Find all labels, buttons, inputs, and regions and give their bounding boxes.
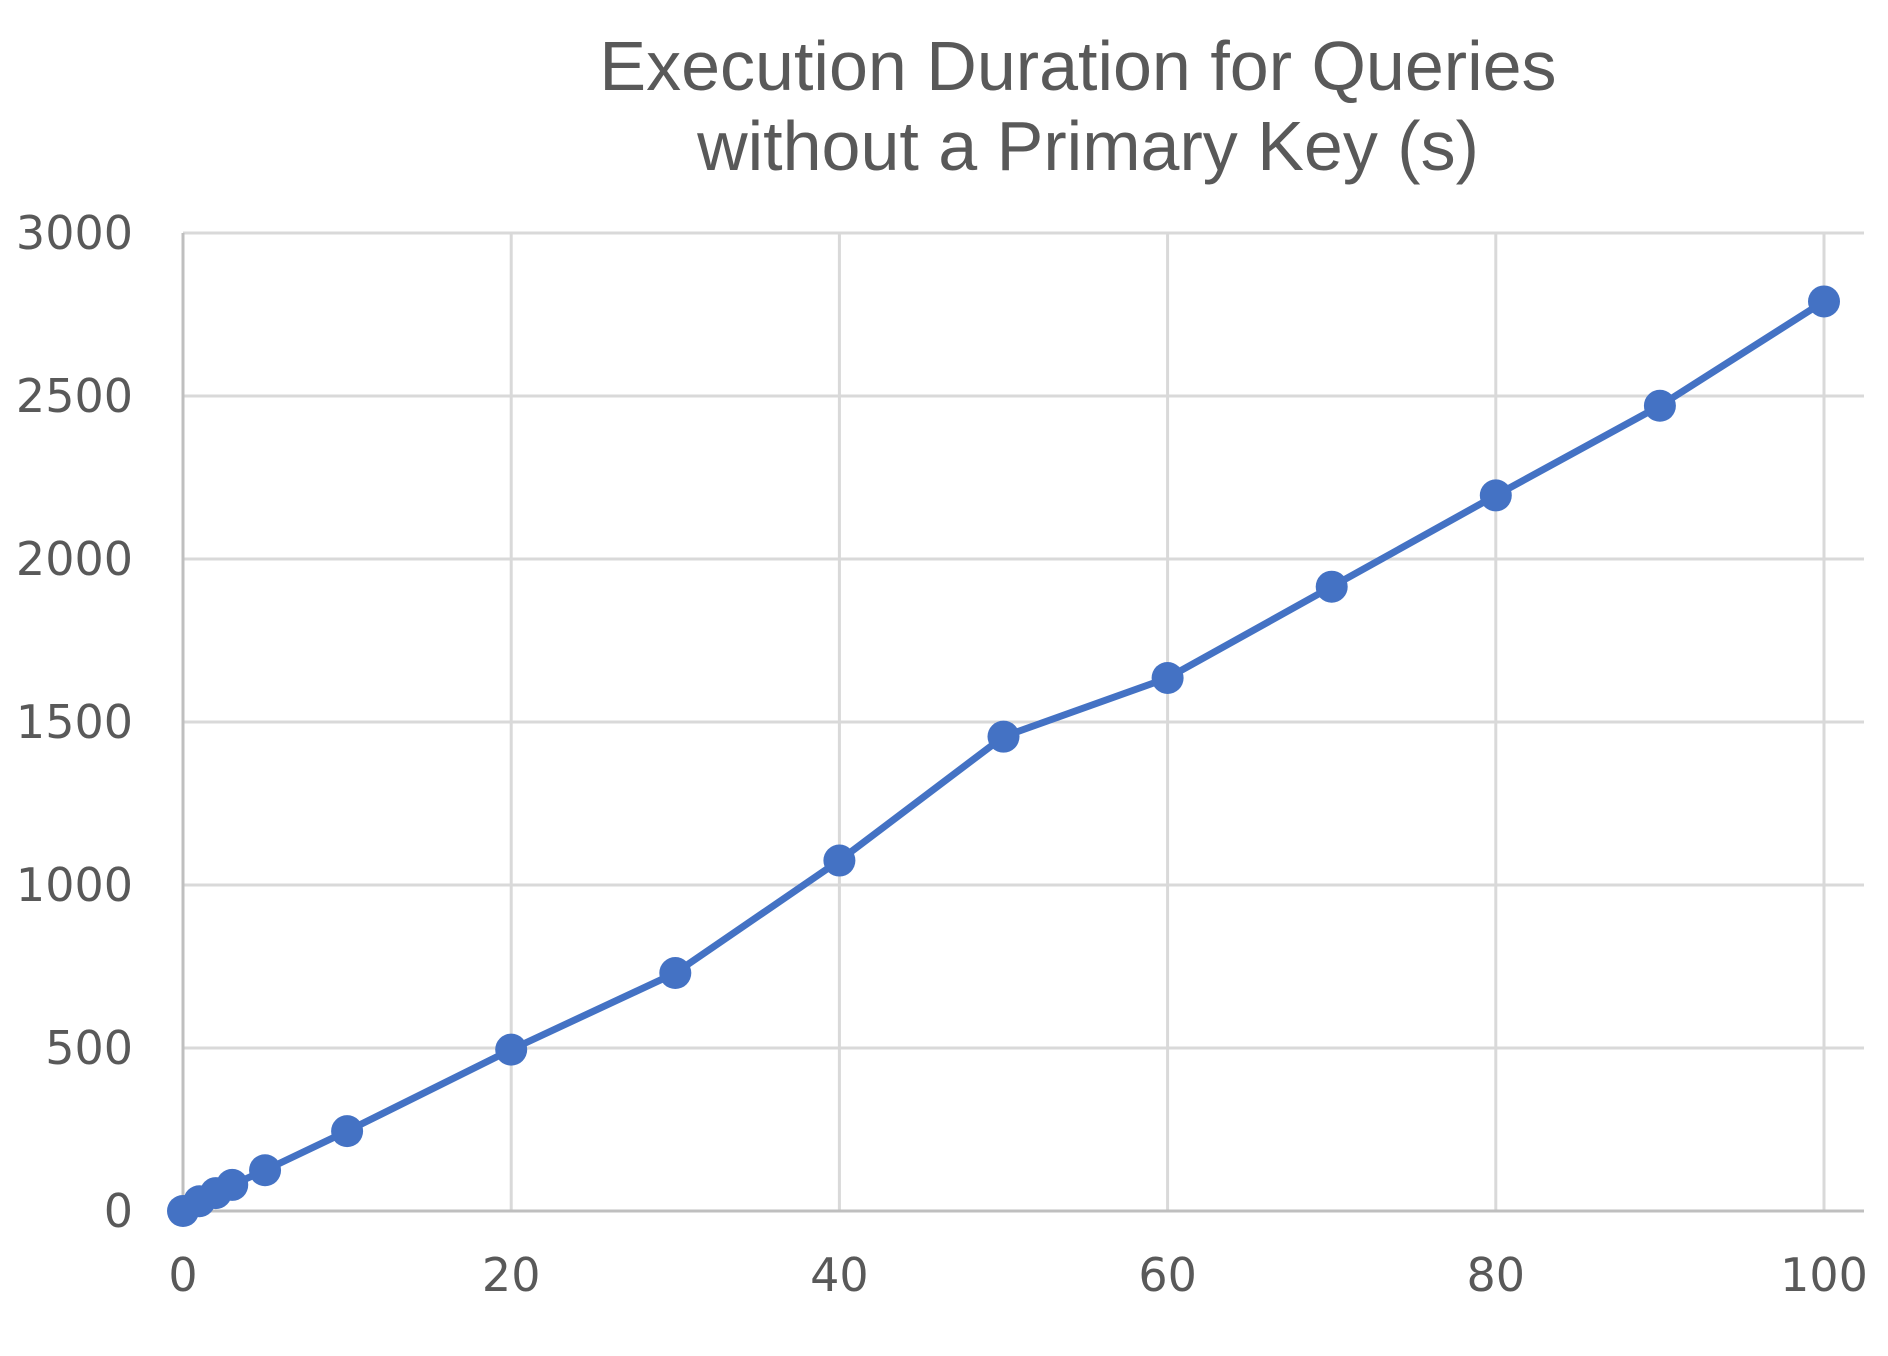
data-point-0-5 <box>331 1115 364 1148</box>
data-point-0-8 <box>823 844 856 877</box>
series-line-0 <box>179 297 1828 1215</box>
data-point-0-9 <box>987 720 1020 753</box>
x-tick-label-2: 40 <box>810 1248 869 1302</box>
data-point-0-10 <box>1151 661 1184 694</box>
y-tick-labels: 0 500 1000 1500 2000 2500 3000 <box>16 206 133 1238</box>
data-point-0-14 <box>1808 285 1840 318</box>
series <box>167 285 1840 1227</box>
data-point-0-4 <box>249 1154 282 1187</box>
y-tick-label-6: 3000 <box>16 206 133 260</box>
data-point-0-13 <box>1643 389 1676 422</box>
x-tick-label-0: 0 <box>168 1248 197 1302</box>
data-point-0-6 <box>495 1033 528 1066</box>
data-point-0-12 <box>1479 479 1512 512</box>
y-gridlines <box>183 231 1864 1050</box>
y-tick-label-0: 0 <box>104 1184 133 1238</box>
y-tick-label-5: 2500 <box>16 369 133 423</box>
y-tick-label-2: 1000 <box>16 858 133 912</box>
x-tick-label-1: 20 <box>482 1248 541 1302</box>
y-tick-label-4: 2000 <box>16 532 133 586</box>
x-tick-label-3: 60 <box>1138 1248 1197 1302</box>
x-tick-label-4: 80 <box>1467 1248 1526 1302</box>
data-point-0-3 <box>216 1168 249 1201</box>
chart-title-line-1: Execution Duration for Queries <box>599 27 1556 105</box>
y-tick-label-1: 500 <box>45 1021 133 1075</box>
x-tick-labels: 0 20 40 60 80 100 <box>168 1248 1868 1302</box>
axes <box>181 233 1864 1213</box>
chart-title-line-2: without a Primary Key (s) <box>696 107 1479 185</box>
data-point-0-11 <box>1315 570 1348 603</box>
chart-title: Execution Duration for Queries without a… <box>599 27 1556 185</box>
data-point-0-7 <box>659 957 692 990</box>
y-tick-label-3: 1500 <box>16 695 133 749</box>
x-tick-label-5: 100 <box>1780 1248 1868 1302</box>
